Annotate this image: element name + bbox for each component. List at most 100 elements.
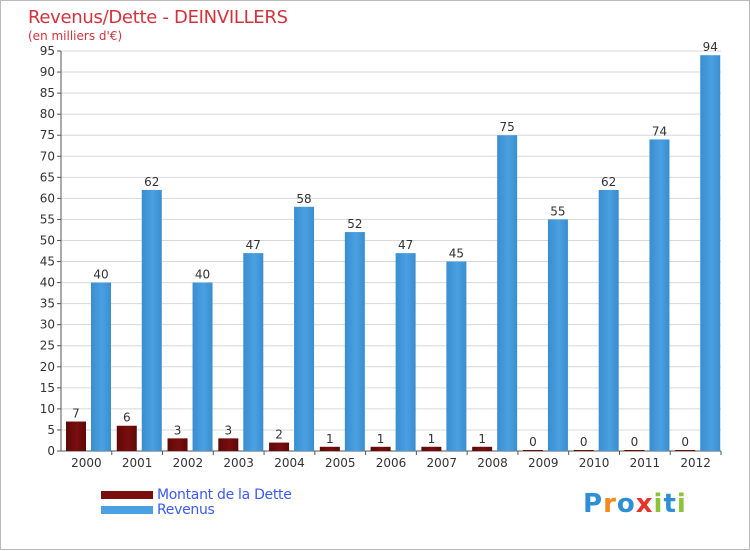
x-tick-label: 2008 — [477, 456, 508, 470]
data-label-revenus-2010: 62 — [601, 175, 616, 189]
chart-legend: Montant de la Dette Revenus — [101, 486, 292, 518]
data-label-dette-2011: 0 — [631, 435, 639, 449]
x-tick-label: 2007 — [426, 456, 457, 470]
data-label-dette-2007: 1 — [428, 432, 436, 446]
data-label-dette-2003: 3 — [224, 423, 232, 437]
bar-revenus-2009 — [547, 219, 568, 451]
logo-letter: o — [616, 489, 636, 519]
bar-dette-2010 — [573, 450, 594, 451]
data-label-revenus-2000: 40 — [93, 268, 108, 282]
x-tick-label: 2006 — [376, 456, 407, 470]
bar-revenus-2005 — [344, 232, 365, 451]
y-tick-label: 75 — [40, 128, 55, 142]
bar-revenus-2012 — [700, 55, 721, 452]
data-label-dette-2012: 0 — [681, 435, 689, 449]
logo-letter: x — [635, 489, 654, 519]
data-label-dette-2006: 1 — [377, 432, 385, 446]
bar-dette-2007 — [421, 446, 442, 451]
y-tick-label: 60 — [40, 191, 55, 205]
data-label-revenus-2011: 74 — [652, 124, 667, 138]
y-tick-label: 20 — [40, 360, 55, 374]
data-label-dette-2010: 0 — [580, 435, 588, 449]
y-tick-label: 5 — [47, 423, 55, 437]
y-tick-label: 25 — [40, 339, 55, 353]
y-tick-label: 95 — [40, 44, 55, 58]
data-label-revenus-2004: 58 — [296, 192, 311, 206]
x-tick-label: 2004 — [274, 456, 305, 470]
x-tick-label: 2011 — [630, 456, 661, 470]
y-tick-label: 45 — [40, 255, 55, 269]
bar-dette-2006 — [370, 446, 391, 451]
data-label-revenus-2005: 52 — [347, 217, 362, 231]
bar-revenus-2007 — [446, 261, 467, 451]
y-tick-label: 65 — [40, 170, 55, 184]
legend-swatch-dette — [101, 490, 153, 499]
logo-letter: t — [663, 489, 677, 519]
x-tick-label: 2012 — [680, 456, 711, 470]
logo-letter: P — [583, 489, 604, 519]
data-label-dette-2005: 1 — [326, 432, 334, 446]
legend-item-dette: Montant de la Dette — [101, 486, 292, 503]
x-tick-label: 2001 — [122, 456, 153, 470]
y-tick-label: 70 — [40, 149, 55, 163]
bar-revenus-2008 — [497, 135, 518, 452]
chart-title: Revenus/Dette - DEINVILLERS — [28, 7, 288, 28]
y-tick-label: 50 — [40, 233, 55, 247]
logo-letter: r — [603, 489, 617, 519]
y-tick-label: 30 — [40, 318, 55, 332]
y-tick-label: 90 — [40, 65, 55, 79]
y-tick-label: 40 — [40, 276, 55, 290]
legend-label-dette: Montant de la Dette — [157, 486, 292, 503]
bar-dette-2011 — [624, 450, 645, 451]
x-tick-label: 2010 — [579, 456, 610, 470]
bar-revenus-2011 — [649, 139, 670, 451]
data-label-revenus-2006: 47 — [398, 238, 413, 252]
logo-letter: i — [653, 489, 664, 519]
data-label-revenus-2001: 62 — [144, 175, 159, 189]
data-label-revenus-2003: 47 — [246, 238, 261, 252]
legend-swatch-revenus — [101, 505, 153, 514]
data-label-revenus-2007: 45 — [449, 247, 464, 261]
proxiti-logo: Proxiti — [583, 489, 687, 519]
bar-revenus-2000 — [91, 282, 111, 451]
y-tick-label: 35 — [40, 297, 55, 311]
y-tick-label: 85 — [40, 86, 55, 100]
logo-letter: i — [676, 489, 687, 519]
y-tick-label: 0 — [47, 444, 55, 458]
data-label-dette-2009: 0 — [529, 435, 537, 449]
data-label-revenus-2009: 55 — [550, 204, 565, 218]
y-tick-label: 55 — [40, 212, 55, 226]
data-label-revenus-2002: 40 — [195, 268, 210, 282]
bar-dette-2000 — [66, 421, 86, 451]
x-tick-label: 2000 — [71, 456, 102, 470]
bar-dette-2008 — [472, 446, 493, 451]
y-tick-label: 10 — [40, 402, 55, 416]
bar-dette-2002 — [167, 438, 188, 451]
chart-subtitle: (en milliers d'€) — [28, 29, 123, 43]
bar-revenus-2004 — [294, 206, 315, 451]
bar-revenus-2006 — [395, 253, 416, 451]
data-label-dette-2001: 6 — [123, 411, 131, 425]
data-label-revenus-2008: 75 — [500, 120, 515, 134]
bar-revenus-2001 — [141, 189, 162, 451]
data-label-revenus-2012: 94 — [703, 40, 718, 54]
data-label-dette-2002: 3 — [174, 423, 182, 437]
bar-revenus-2010 — [598, 189, 619, 451]
bar-dette-2004 — [269, 442, 290, 451]
x-tick-label: 2002 — [173, 456, 204, 470]
legend-item-revenus: Revenus — [101, 501, 292, 518]
x-tick-label: 2009 — [528, 456, 559, 470]
data-label-dette-2008: 1 — [478, 432, 486, 446]
bar-dette-2009 — [522, 450, 543, 451]
bar-dette-2001 — [116, 425, 137, 451]
y-tick-label: 15 — [40, 381, 55, 395]
y-tick-label: 80 — [40, 107, 55, 121]
data-label-dette-2004: 2 — [275, 428, 283, 442]
data-label-dette-2000: 7 — [72, 407, 80, 421]
x-tick-label: 2005 — [325, 456, 356, 470]
bar-dette-2003 — [218, 438, 239, 451]
legend-label-revenus: Revenus — [157, 501, 215, 518]
bar-dette-2012 — [675, 450, 696, 451]
